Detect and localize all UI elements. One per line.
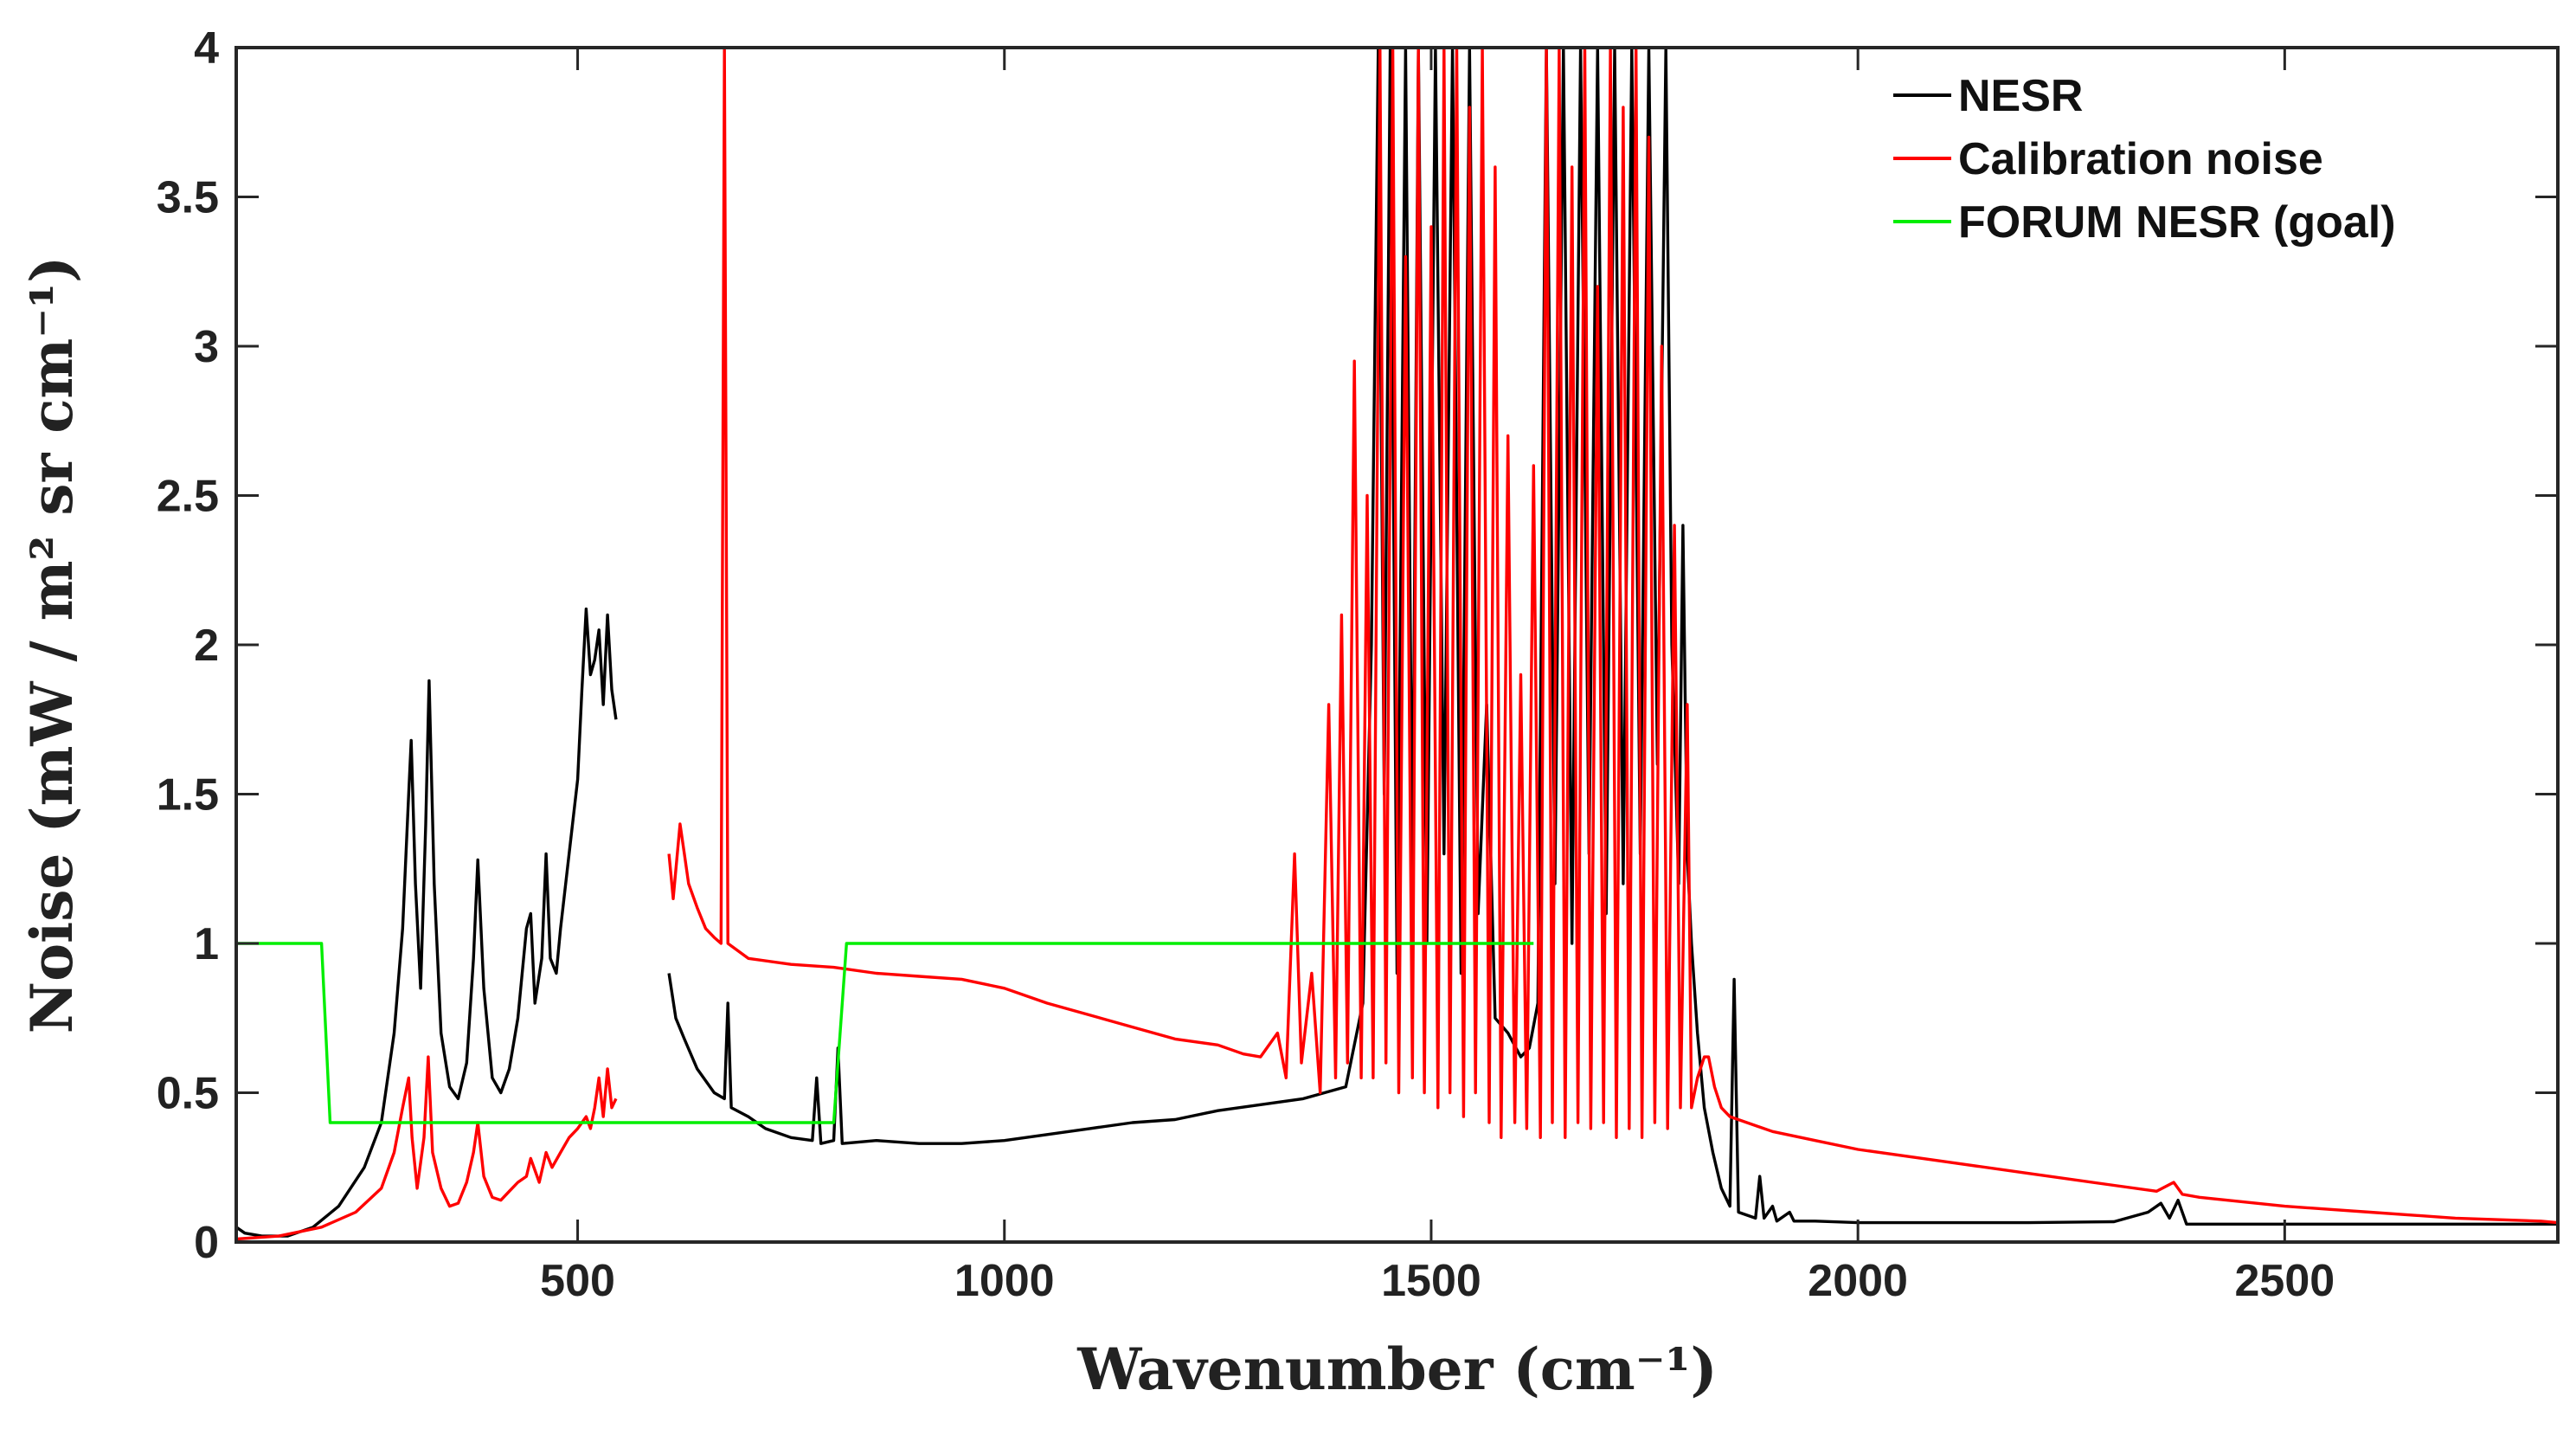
y-tick-label: 0	[194, 1218, 219, 1268]
y-axis: 0 0.5 1 1.5 2 2.5 3 3.5 4	[157, 23, 2558, 1268]
y-tick-label: 4	[194, 23, 219, 74]
legend-label: FORUM NESR (goal)	[1958, 197, 2396, 248]
x-tick-label: 1000	[954, 1256, 1055, 1306]
y-tick-label: 1	[194, 919, 219, 969]
y-tick-label: 3	[194, 322, 219, 372]
y-tick-label: 2	[194, 621, 219, 671]
x-tick-label: 2000	[1808, 1256, 1908, 1306]
legend: NESR Calibration noise FORUM NESR (goal)	[1893, 71, 2396, 248]
series-line-segment	[236, 942, 1534, 1124]
y-tick-label: 3.5	[157, 173, 219, 223]
y-axis-label: Noise (mW / m² sr cm⁻¹)	[18, 256, 86, 1033]
y-tick-label: 0.5	[157, 1069, 219, 1119]
x-tick-label: 1500	[1381, 1256, 1481, 1306]
series-layer	[236, 48, 2558, 1241]
x-tick-label: 500	[540, 1256, 615, 1306]
series-line-segment	[667, 48, 2558, 1225]
series-forum-nesr-goal	[236, 942, 1534, 1124]
x-tick-label: 2500	[2235, 1256, 2335, 1306]
legend-label: NESR	[1958, 71, 2083, 121]
y-tick-label: 2.5	[157, 472, 219, 522]
x-axis: 500 1000 1500 2000 2500	[540, 48, 2335, 1306]
series-line-segment	[236, 607, 618, 1238]
x-axis-label: Wavenumber (cm⁻¹)	[1076, 1336, 1717, 1403]
legend-label: Calibration noise	[1958, 134, 2323, 184]
y-tick-label: 1.5	[157, 770, 219, 821]
